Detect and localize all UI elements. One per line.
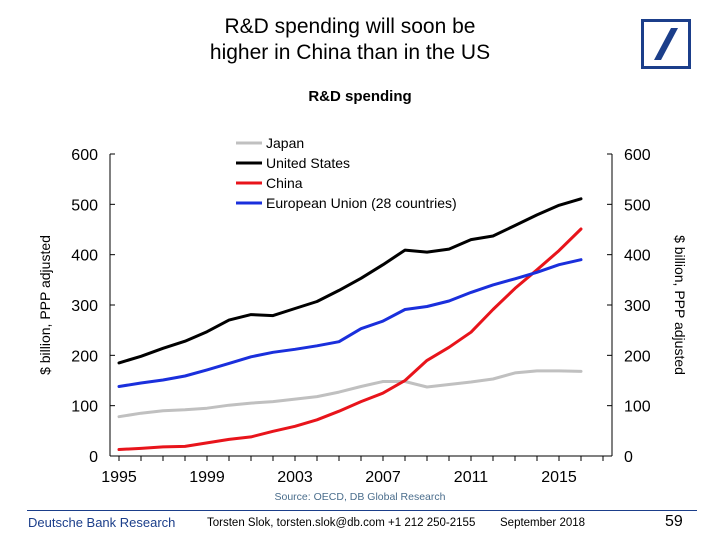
x-tick-label: 2015 (541, 469, 577, 486)
deutsche-bank-logo-icon (641, 19, 691, 69)
legend-label: United States (266, 155, 350, 171)
y-tick-label-right: 400 (624, 248, 651, 265)
y-tick-label-right: 100 (624, 399, 651, 416)
footer-divider (27, 510, 697, 511)
slide-title-line-2: higher in China than in the US (209, 41, 491, 64)
y-tick-label-left: 200 (71, 348, 98, 365)
slide-title: R&D spending will soon be higher in Chin… (150, 14, 550, 66)
y-tick-label-left: 300 (71, 298, 98, 315)
y-axis-title-left: $ billion, PPP adjusted (37, 235, 53, 375)
x-tick-label: 1995 (101, 469, 137, 486)
y-tick-label-right: 0 (624, 449, 633, 466)
y-tick-label-left: 0 (89, 449, 98, 466)
y-tick-label-right: 300 (624, 298, 651, 315)
x-tick-label: 2007 (365, 469, 401, 486)
y-tick-label-left: 100 (71, 399, 98, 416)
series-line-2 (117, 197, 583, 365)
y-tick-label-left: 500 (71, 197, 98, 214)
legend-label: European Union (28 countries) (266, 195, 457, 211)
source-note: Source: OECD, DB Global Research (274, 491, 446, 503)
footer-brand: Deutsche Bank Research (28, 515, 176, 530)
page-number: 59 (665, 513, 683, 530)
footer-date: September 2018 (500, 517, 586, 529)
y-tick-label-right: 500 (624, 197, 651, 214)
chart-title: R&D spending (308, 88, 412, 105)
y-tick-label-right: 600 (624, 147, 651, 164)
x-tick-label: 2003 (277, 469, 313, 486)
x-tick-label: 2011 (454, 469, 489, 486)
legend-label: China (266, 175, 303, 191)
y-tick-label-right: 200 (624, 348, 651, 365)
slide-title-line-1: R&D spending will soon be (224, 15, 476, 38)
series-line-3 (117, 227, 583, 451)
x-tick-label: 1999 (189, 469, 225, 486)
footer-author: Torsten Slok, torsten.slok@db.com +1 212… (207, 517, 476, 529)
series-line-4 (117, 258, 583, 388)
y-tick-label-left: 400 (71, 248, 98, 265)
legend-label: Japan (266, 135, 304, 151)
y-tick-label-left: 600 (71, 147, 98, 164)
series-line-1 (117, 369, 583, 419)
y-axis-title-right: $ billion, PPP adjusted (672, 235, 688, 375)
